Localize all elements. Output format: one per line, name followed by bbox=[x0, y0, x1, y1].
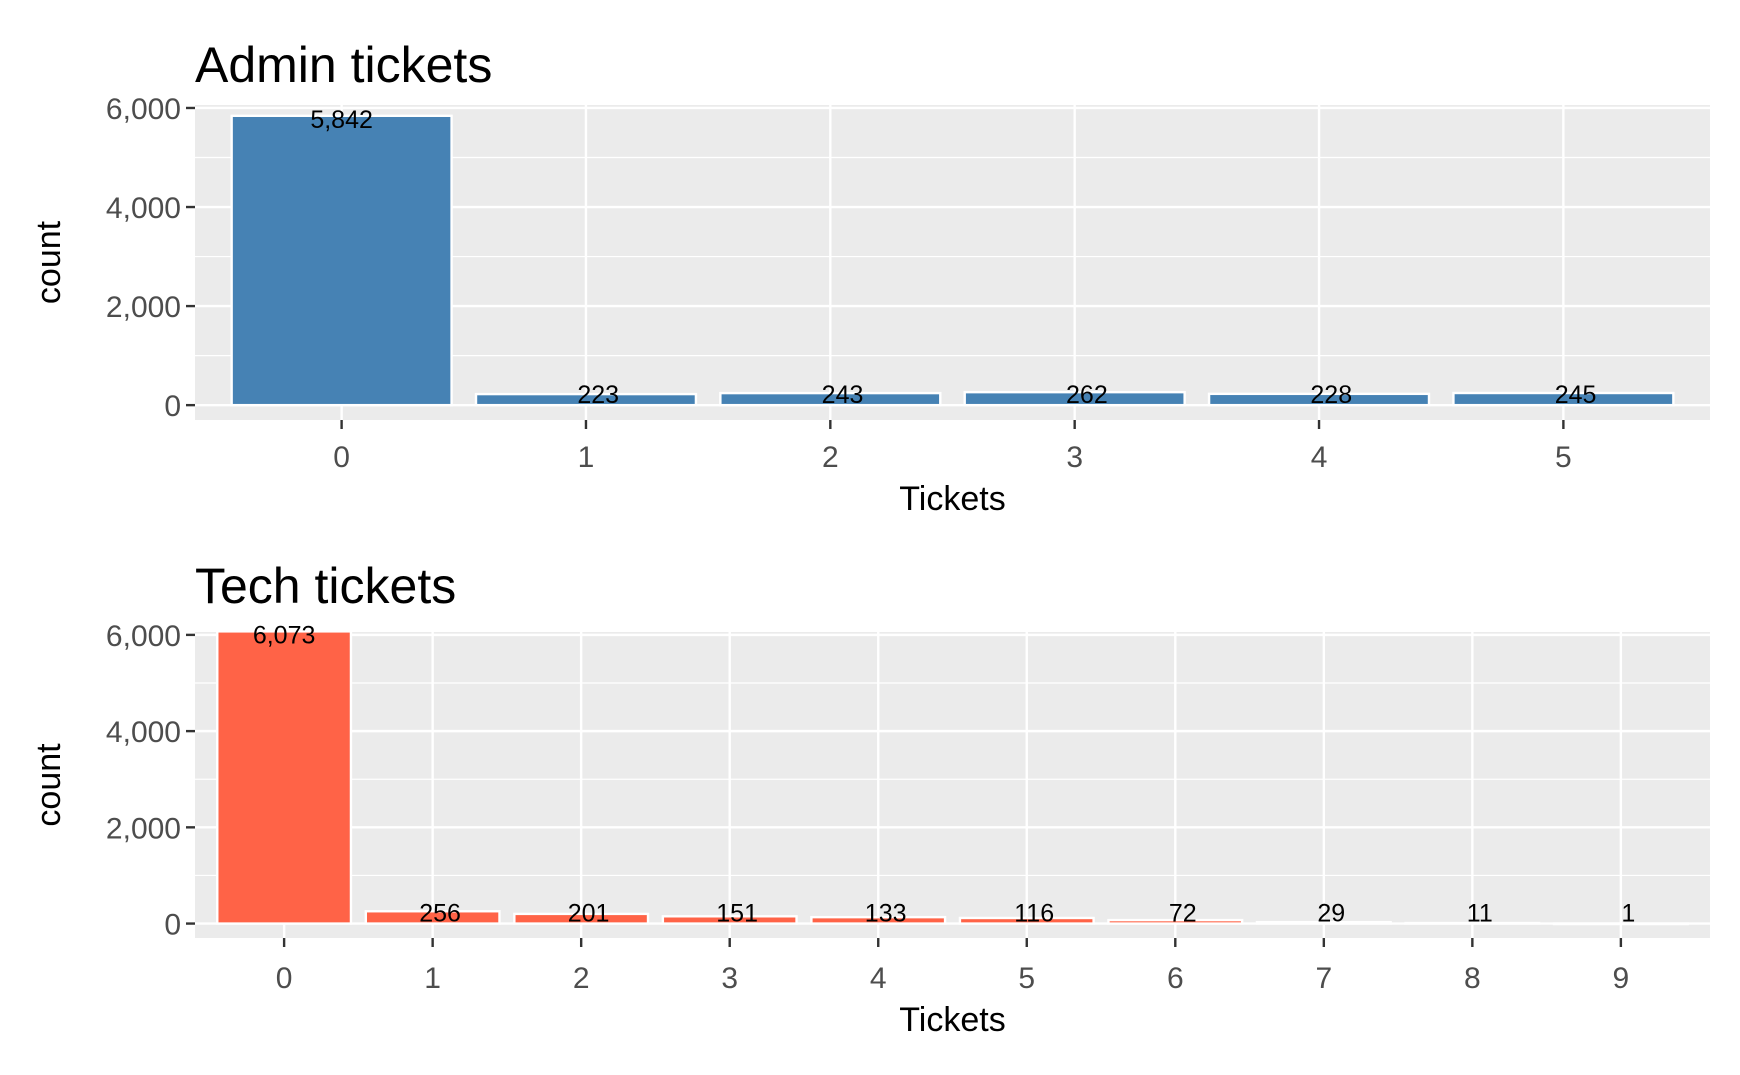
panel-2-bar-value-label: 133 bbox=[865, 900, 907, 928]
panel-1-y-tick-label: 2,000 bbox=[106, 291, 181, 324]
panel-2-y-tick-label: 0 bbox=[164, 909, 181, 942]
panel-2: 0 2,000 4,000 6,000 0 1 2 3 4 5 6 7 8 9 6,073 256 201 151… bbox=[30, 558, 1710, 1039]
panel-1-bar-3 bbox=[963, 390, 1186, 407]
panel-1-bar-value-label: 228 bbox=[1310, 381, 1352, 409]
panel-1-title: Admin tickets bbox=[195, 37, 492, 93]
panel-1-y-tick-label: 0 bbox=[164, 390, 181, 423]
panel-1-x-tick-label: 1 bbox=[578, 441, 595, 474]
panel-2-x-tick-label: 8 bbox=[1464, 962, 1481, 995]
panel-1-y-tick-label: 4,000 bbox=[106, 192, 181, 225]
panel-2-x-tick-label: 9 bbox=[1613, 962, 1630, 995]
panel-2-x-axis-title: Tickets bbox=[899, 1001, 1005, 1039]
panel-2-x-tick-label: 6 bbox=[1167, 962, 1184, 995]
panel-1-bar-5 bbox=[1452, 391, 1675, 407]
panel-2-bar-5 bbox=[958, 916, 1095, 925]
panel-1-bar-value-label: 262 bbox=[1066, 381, 1108, 409]
panel-2-x-tick-label: 3 bbox=[721, 962, 738, 995]
panel-2-title: Tech tickets bbox=[195, 558, 456, 614]
panel-2-bar-value-label: 201 bbox=[568, 900, 610, 928]
panel-2-bar-value-label: 116 bbox=[1014, 900, 1054, 928]
panel-2-plot-background bbox=[195, 632, 1710, 938]
panel-2-x-tick-label: 7 bbox=[1315, 962, 1332, 995]
panel-2-bar-value-label: 256 bbox=[419, 900, 461, 928]
panel-1-bar-1 bbox=[474, 392, 698, 407]
panel-1-bar-value-label: 245 bbox=[1555, 381, 1597, 409]
panel-2-y-tick-label: 4,000 bbox=[106, 716, 181, 749]
panel-1-y-tick-label: 6,000 bbox=[106, 93, 181, 126]
panel-1-x-tick-label: 3 bbox=[1066, 441, 1083, 474]
panel-1-bar-value-label: 5,842 bbox=[310, 106, 373, 134]
panel-1-x-axis-title: Tickets bbox=[899, 480, 1005, 518]
panel-1-bar-4 bbox=[1207, 392, 1431, 407]
panel-2-x-tick-label: 0 bbox=[276, 962, 293, 995]
panel-2-bar-3 bbox=[661, 915, 798, 925]
panel-2-bar-value-label: 11 bbox=[1467, 900, 1493, 928]
panel-2-bar-2 bbox=[513, 912, 650, 925]
panel-2-bar-value-label: 6,073 bbox=[253, 621, 316, 649]
panel-1-bar-0 bbox=[230, 114, 453, 407]
panel-2-bar-0 bbox=[216, 630, 353, 925]
panel-2-bar-9 bbox=[1552, 922, 1689, 926]
panel-2-y-axis-title: count bbox=[30, 743, 68, 827]
panel-2-bar-6 bbox=[1107, 918, 1244, 925]
panel-2-bar-value-label: 1 bbox=[1621, 900, 1635, 928]
panel-2-x-tick-label: 1 bbox=[424, 962, 441, 995]
panel-2-bar-value-label: 151 bbox=[716, 900, 758, 928]
panel-2-y-tick-label: 6,000 bbox=[106, 620, 181, 653]
panel-2-bar-1 bbox=[364, 910, 501, 925]
panel-1-x-tick-label: 2 bbox=[822, 441, 839, 474]
panel-2-bar-4 bbox=[810, 915, 947, 925]
panel-2-bar-value-label: 29 bbox=[1317, 900, 1345, 928]
panel-2-bar-value-label: 72 bbox=[1169, 900, 1197, 928]
panel-2-bar-8 bbox=[1404, 921, 1541, 925]
panel-1-x-tick-label: 0 bbox=[333, 441, 350, 474]
panel-2-x-tick-label: 2 bbox=[573, 962, 590, 995]
panel-1-y-axis-title: count bbox=[30, 220, 68, 304]
panel-1-bar-2 bbox=[719, 391, 942, 407]
panel-1-x-tick-label: 5 bbox=[1555, 441, 1572, 474]
panel-2-bar-7 bbox=[1255, 920, 1392, 925]
panel-1: 0 2,000 4,000 6,000 0 1 2 3 4 5 5,842 223 243 262 228 2… bbox=[30, 37, 1710, 518]
panel-2-x-tick-label: 4 bbox=[870, 962, 887, 995]
panel-2-y-tick-label: 2,000 bbox=[106, 812, 181, 845]
panel-1-bar-value-label: 223 bbox=[577, 381, 619, 409]
panel-2-x-tick-label: 5 bbox=[1018, 962, 1035, 995]
panel-1-bar-value-label: 243 bbox=[822, 381, 864, 409]
panel-1-x-tick-label: 4 bbox=[1311, 441, 1328, 474]
